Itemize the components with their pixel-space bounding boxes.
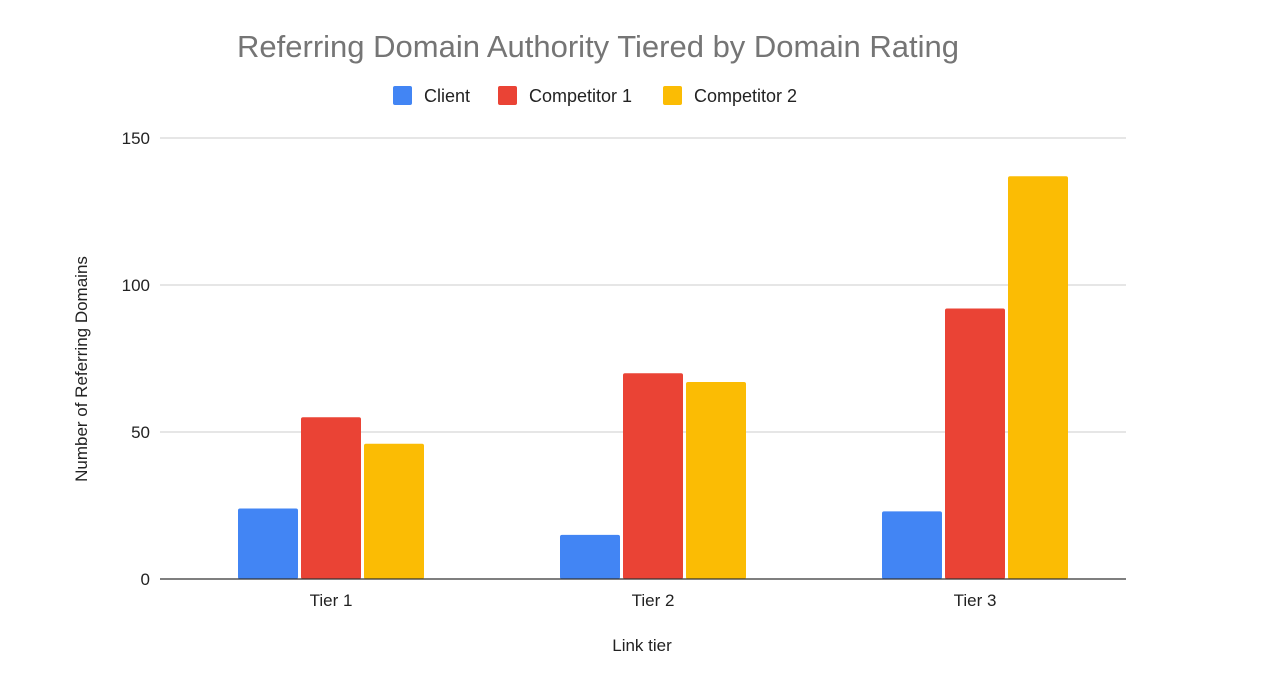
bar-competitor-1-tier-2 xyxy=(623,373,683,579)
chart-title: Referring Domain Authority Tiered by Dom… xyxy=(237,29,959,64)
legend-swatch xyxy=(498,86,517,105)
bar-competitor-2-tier-1 xyxy=(364,443,424,579)
legend-label: Competitor 2 xyxy=(694,86,797,106)
y-tick-label: 100 xyxy=(122,276,150,295)
legend-swatch xyxy=(393,86,412,105)
legend-label: Competitor 1 xyxy=(529,86,632,106)
legend: Client Competitor 1 Competitor 2 xyxy=(393,86,797,106)
bar-competitor-1-tier-3 xyxy=(945,308,1005,579)
y-tick-label: 0 xyxy=(141,570,150,589)
legend-swatch xyxy=(663,86,682,105)
bar-competitor-1-tier-1 xyxy=(301,417,361,579)
bar-competitor-2-tier-2 xyxy=(686,382,746,579)
x-tick-label: Tier 1 xyxy=(310,591,353,610)
y-axis-ticks: 0 50 100 150 xyxy=(122,129,150,589)
x-axis-label: Link tier xyxy=(612,636,672,655)
bar-client-tier-3 xyxy=(882,511,942,579)
x-tick-label: Tier 2 xyxy=(632,591,675,610)
bar-competitor-2-tier-3 xyxy=(1008,176,1068,579)
y-axis-label: Number of Referring Domains xyxy=(72,256,91,482)
legend-label: Client xyxy=(424,86,470,106)
y-tick-label: 150 xyxy=(122,129,150,148)
bar-client-tier-1 xyxy=(238,508,298,579)
x-axis-ticks: Tier 1 Tier 2 Tier 3 xyxy=(310,591,997,610)
bars xyxy=(238,176,1068,579)
bar-client-tier-2 xyxy=(560,534,620,579)
x-tick-label: Tier 3 xyxy=(954,591,997,610)
y-tick-label: 50 xyxy=(131,423,150,442)
